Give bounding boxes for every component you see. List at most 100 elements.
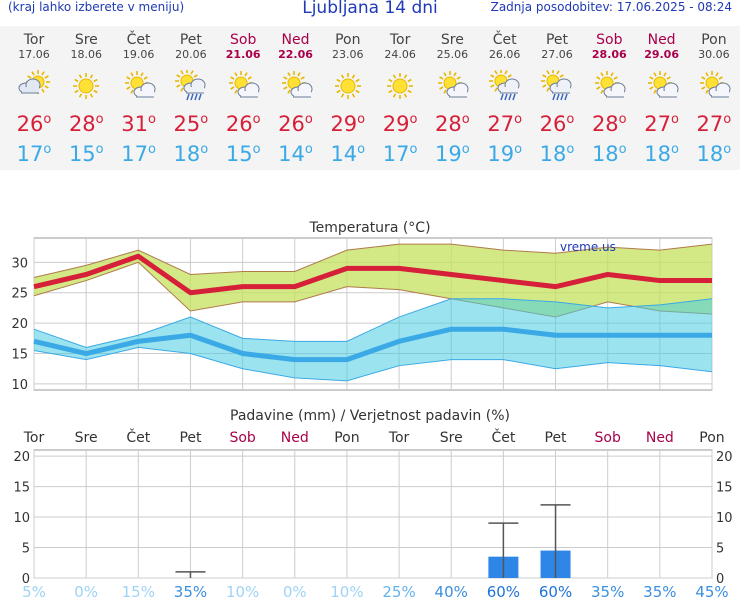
day-date: 22.06 [278, 48, 313, 61]
y-tick-label: 10 [11, 378, 28, 393]
sun-cloud-icon [434, 70, 470, 102]
page-title: Ljubljana 14 dni [302, 0, 438, 18]
plot-area [33, 449, 713, 579]
x-tick-label: Čet [491, 428, 515, 446]
min-temp: 15o [68, 142, 104, 166]
header-hint: (kraj lahko izberete v meniju) [8, 0, 185, 14]
day-date: 29.06 [644, 48, 679, 61]
max-temp: 26o [225, 112, 261, 136]
max-temp: 26o [278, 112, 313, 136]
probability-label: 0% [74, 583, 98, 598]
day-name: Pon [335, 32, 361, 48]
day-date: 24.06 [384, 48, 416, 61]
day-name: Čet [126, 32, 151, 48]
x-tick-label: Sob [595, 430, 621, 446]
probability-label: 10% [330, 583, 363, 598]
x-tick-label: Čet [126, 428, 150, 446]
max-temp: 26o [16, 112, 52, 136]
sun-cloud-icon [644, 70, 680, 102]
min-temp-line [33, 326, 712, 363]
max-range-band [34, 244, 712, 318]
day-name: Sob [230, 32, 257, 48]
temperature-chart: Temperatura (°C) 10 15 20 25 30 vreme.us [11, 220, 713, 393]
last-updated: Zadnja posodobitev: 17.06.2025 - 08:24 [490, 0, 732, 14]
day-name: Čet [492, 32, 517, 48]
max-range-band-edge [33, 243, 713, 279]
max-temp: 27o [696, 112, 732, 136]
max-range-band-edge [33, 261, 713, 318]
day-name: Tor [389, 32, 411, 48]
x-tick-label: Ned [281, 430, 309, 446]
min-range-band [34, 298, 712, 381]
sunny-icon [330, 70, 366, 102]
min-range-band-edge [33, 346, 713, 382]
y-tick-label-left: 5 [22, 542, 30, 557]
day-date: 17.06 [18, 48, 50, 61]
day-date: 23.06 [332, 48, 364, 61]
y-tick-label: 30 [11, 256, 28, 271]
day-name: Sob [596, 32, 623, 48]
probability-label: 15% [122, 583, 155, 598]
x-tick-label: Sre [440, 430, 463, 446]
sun-cloud-icon [121, 70, 157, 102]
x-tick-label: Pon [334, 430, 359, 446]
min-temp: 15o [225, 142, 261, 166]
max-temp: 29o [330, 112, 366, 136]
day-date: 18.06 [70, 48, 103, 61]
min-temp: 14o [330, 142, 366, 166]
probability-label: 10% [226, 583, 259, 598]
day-date: 26.06 [488, 48, 521, 61]
min-temp: 17o [382, 142, 418, 166]
sunny-icon [68, 70, 104, 102]
probability-label: 35% [174, 583, 207, 598]
max-temp: 31o [121, 112, 156, 136]
x-tick-label: Pet [179, 430, 202, 446]
max-temp-line [33, 253, 712, 296]
forecast-strip: Tor 17.06 26o 17o Sre 18.06 28o 15o Čet 19… [0, 26, 740, 170]
y-tick-label-left: 20 [13, 450, 30, 465]
min-temp: 14o [278, 142, 313, 166]
min-temp: 19o [487, 142, 523, 166]
max-temp: 28o [68, 112, 104, 136]
min-temp: 19o [435, 142, 470, 166]
y-tick-label: 20 [11, 317, 28, 332]
min-temp: 18o [173, 142, 209, 166]
max-temp: 28o [591, 112, 627, 136]
x-tick-label: Pet [545, 430, 568, 446]
probability-label: 35% [643, 583, 676, 598]
y-tick-label-right: 5 [716, 542, 724, 557]
sun-cloud-icon [225, 70, 261, 102]
max-temp: 26o [539, 112, 575, 136]
sun-cloud-icon [696, 70, 732, 102]
max-temp: 28o [435, 112, 470, 136]
x-tick-label: Sob [229, 430, 255, 446]
probability-label: 45% [695, 583, 728, 598]
probability-label: 0% [283, 583, 307, 598]
probability-label: 40% [435, 583, 468, 598]
day-name: Ned [281, 32, 310, 48]
min-temp: 17o [121, 142, 156, 166]
y-tick-label-right: 15 [716, 481, 733, 496]
temperature-chart-title: Temperatura (°C) [308, 220, 430, 236]
day-name: Pet [545, 32, 569, 48]
day-date: 30.06 [698, 48, 730, 61]
y-tick-label-left: 15 [13, 481, 30, 496]
y-tick-label-left: 0 [22, 572, 30, 587]
y-tick-label: 15 [11, 348, 28, 363]
day-name: Sre [440, 32, 464, 48]
min-temp: 18o [696, 142, 732, 166]
watermark: vreme.us [560, 240, 616, 254]
x-tick-label: Pon [699, 430, 724, 446]
day-date: 19.06 [122, 48, 155, 61]
precipitation-chart-title: Padavine (mm) / Verjetnost padavin (%) [230, 408, 510, 424]
min-temp: 18o [644, 142, 679, 166]
min-temp: 18o [539, 142, 575, 166]
max-temp: 27o [644, 112, 679, 136]
sunny-icon [382, 70, 418, 102]
max-temp: 25o [173, 112, 209, 136]
y-tick-label-right: 10 [716, 511, 733, 526]
probability-label: 25% [382, 583, 415, 598]
y-tick-label-left: 10 [13, 511, 30, 526]
sun-cloud-rain-icon [173, 69, 209, 102]
x-tick-label: Ned [646, 430, 674, 446]
